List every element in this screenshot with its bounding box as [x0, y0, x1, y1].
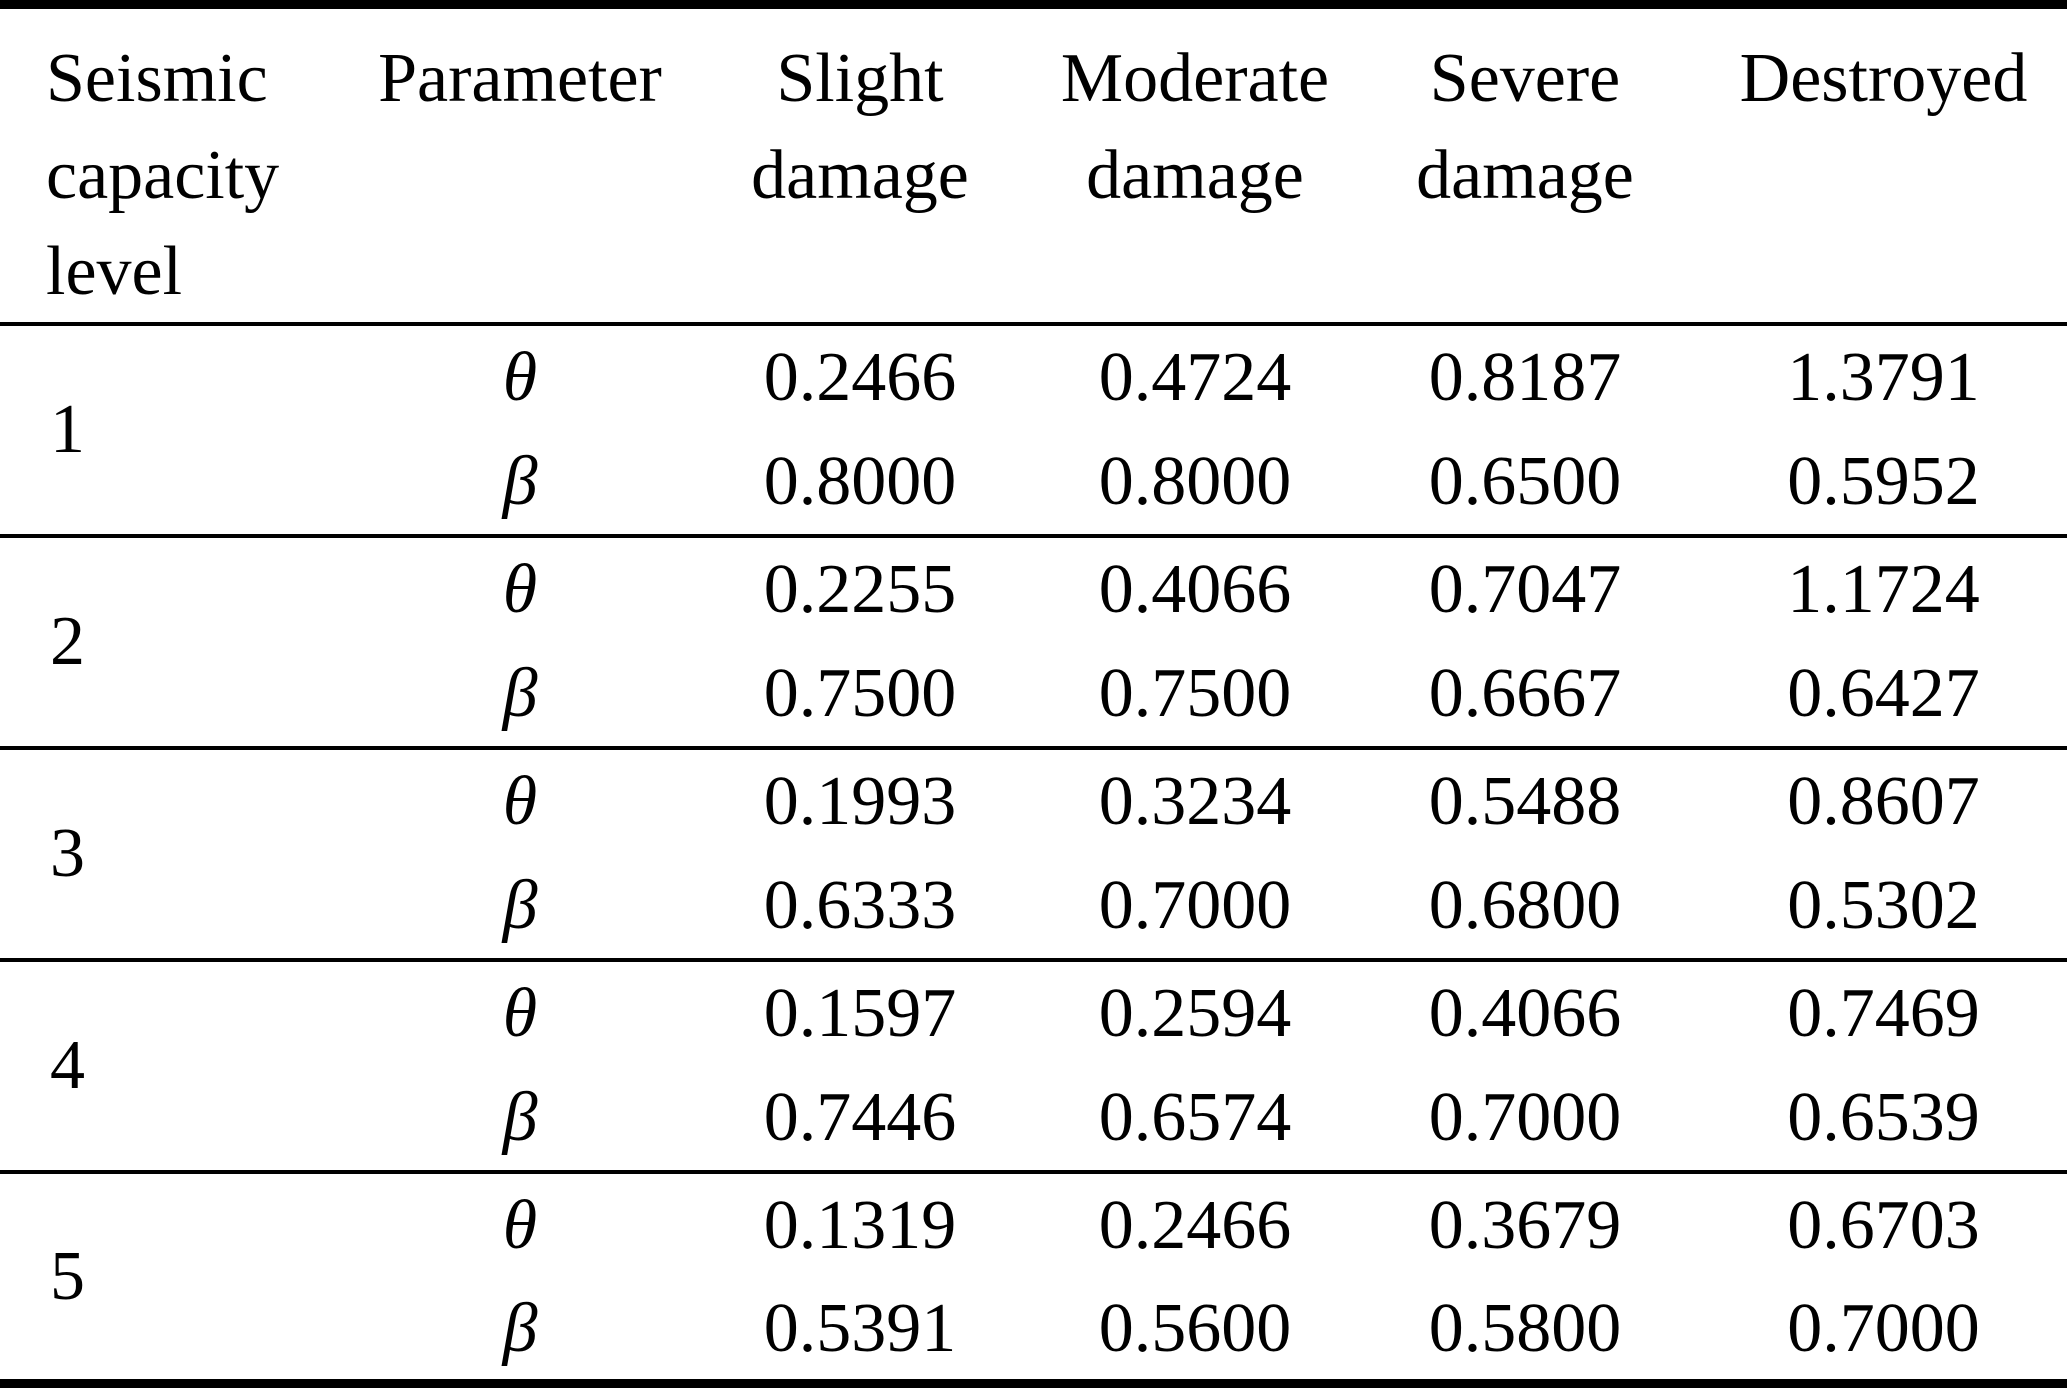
value-cell: 0.6539	[1787, 1078, 1980, 1156]
beta-symbol: β	[502, 654, 538, 732]
value-cell: 0.7446	[763, 1078, 957, 1156]
level-value: 1	[50, 390, 85, 468]
value-cell: 0.7047	[1428, 550, 1622, 628]
value-cell: 0.5302	[1787, 866, 1980, 944]
beta-symbol: β	[502, 1289, 538, 1367]
header-parameter: Parameter	[378, 40, 662, 117]
value-cell: 0.5800	[1428, 1289, 1622, 1367]
value-cell: 0.1597	[763, 974, 957, 1052]
level-value: 2	[50, 602, 85, 680]
header-slight-damage: Slight damage	[751, 40, 969, 214]
value-cell: 1.1724	[1787, 550, 1980, 628]
value-cell: 0.5952	[1787, 442, 1980, 520]
header-destroyed: Destroyed	[1739, 40, 2028, 117]
beta-symbol: β	[502, 442, 538, 520]
table-row-level-2: 2 θ 0.2255 0.4066 0.7047 1.1724 β 0.7500…	[0, 535, 2067, 748]
value-cell: 0.5391	[763, 1289, 957, 1367]
value-cell: 0.5600	[1098, 1289, 1292, 1367]
value-cell: 0.2255	[763, 550, 957, 628]
table-header-row: Seismic capacity level Parameter Slight …	[0, 5, 2067, 324]
value-cell: 0.8000	[1098, 442, 1292, 520]
value-cell: 0.7000	[1787, 1289, 1980, 1367]
value-cell: 0.7500	[1098, 654, 1292, 732]
value-cell: 0.7000	[1098, 866, 1292, 944]
value-cell: 0.7500	[763, 654, 957, 732]
value-cell: 0.8187	[1428, 338, 1622, 416]
theta-symbol: θ	[502, 338, 538, 416]
value-cell: 0.2466	[1098, 1186, 1292, 1264]
theta-symbol: θ	[502, 762, 538, 840]
value-cell: 0.8000	[763, 442, 957, 520]
value-cell: 0.1319	[763, 1186, 957, 1264]
theta-symbol: θ	[502, 974, 538, 1052]
value-cell: 0.2466	[763, 338, 957, 416]
value-cell: 0.4066	[1098, 550, 1292, 628]
level-value: 3	[50, 814, 85, 892]
value-cell: 0.6667	[1428, 654, 1622, 732]
table-row-level-4: 4 θ 0.1597 0.2594 0.4066 0.7469 β 0.7446…	[0, 959, 2067, 1172]
value-cell: 0.6333	[763, 866, 957, 944]
table-row-level-3: 3 θ 0.1993 0.3234 0.5488 0.8607 β 0.6333…	[0, 747, 2067, 960]
theta-symbol: θ	[502, 550, 538, 628]
header-seismic-capacity-level: Seismic capacity level	[46, 40, 280, 311]
table-row-level-5: 5 θ 0.1319 0.2466 0.3679 0.6703 β 0.5391…	[0, 1171, 2067, 1384]
beta-symbol: β	[502, 866, 538, 944]
header-moderate-damage: Moderate damage	[1060, 40, 1330, 214]
value-cell: 0.3234	[1098, 762, 1292, 840]
value-cell: 0.6800	[1428, 866, 1622, 944]
header-severe-damage: Severe damage	[1416, 40, 1634, 214]
value-cell: 0.6574	[1098, 1078, 1292, 1156]
value-cell: 0.2594	[1098, 974, 1292, 1052]
theta-symbol: θ	[502, 1186, 538, 1264]
value-cell: 0.7469	[1787, 974, 1980, 1052]
value-cell: 0.3679	[1428, 1186, 1622, 1264]
value-cell: 0.6500	[1428, 442, 1622, 520]
value-cell: 1.3791	[1787, 338, 1980, 416]
value-cell: 0.7000	[1428, 1078, 1622, 1156]
level-value: 5	[50, 1237, 85, 1315]
value-cell: 0.5488	[1428, 762, 1622, 840]
value-cell: 0.4724	[1098, 338, 1292, 416]
level-value: 4	[50, 1026, 85, 1104]
value-cell: 0.6427	[1787, 654, 1980, 732]
value-cell: 0.1993	[763, 762, 957, 840]
value-cell: 0.6703	[1787, 1186, 1980, 1264]
value-cell: 0.8607	[1787, 762, 1980, 840]
beta-symbol: β	[502, 1078, 538, 1156]
table-row-level-1: 1 θ 0.2466 0.4724 0.8187 1.3791 β 0.8000…	[0, 324, 2067, 536]
value-cell: 0.4066	[1428, 974, 1622, 1052]
